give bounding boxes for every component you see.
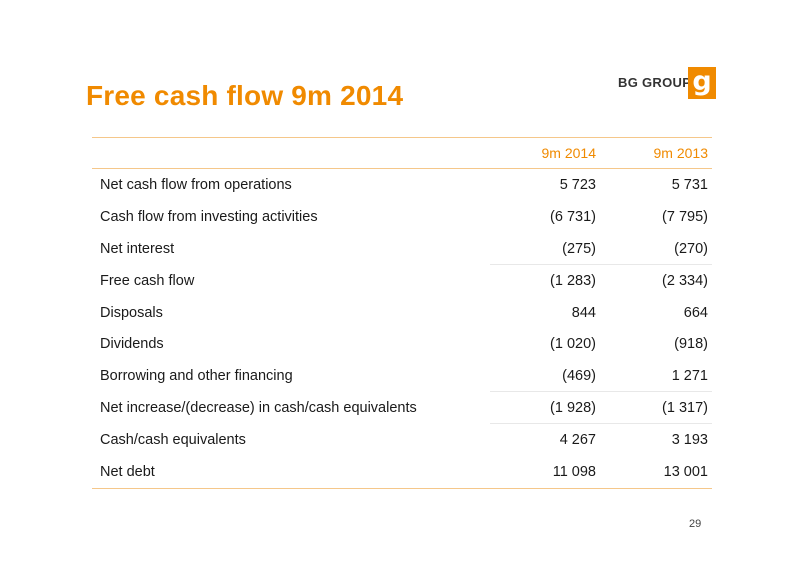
company-logo-text: BG GROUP	[618, 75, 692, 90]
table-row: Dividends (1 020) (918)	[92, 328, 712, 360]
row-label: Cash flow from investing activities	[100, 208, 318, 225]
value-2014: (6 731)	[550, 208, 596, 225]
company-logo-icon: g	[688, 67, 716, 99]
value-2014: (1 283)	[550, 272, 596, 289]
value-2013: 1 271	[671, 368, 708, 385]
value-2013: 5 731	[671, 176, 708, 193]
value-2013: (2 334)	[662, 272, 708, 289]
value-2014: 844	[571, 304, 596, 321]
slide-title: Free cash flow 9m 2014	[86, 80, 404, 111]
value-2014: (1 928)	[550, 400, 596, 417]
table-header-row: 9m 2014 9m 2013	[92, 138, 712, 169]
table-bottom-rule	[92, 487, 712, 489]
row-label: Free cash flow	[100, 272, 195, 289]
value-2013: 13 001	[663, 463, 708, 480]
row-label: Disposals	[100, 304, 163, 321]
value-2014: (469)	[562, 368, 596, 385]
page-number: 29	[689, 518, 702, 530]
row-label: Net interest	[100, 240, 175, 257]
value-2013: (270)	[674, 240, 708, 257]
table-row: Cash/cash equivalents 4 267 3 193	[92, 424, 712, 456]
row-label: Net increase/(decrease) in cash/cash equ…	[100, 400, 417, 417]
header-9m-2013: 9m 2013	[653, 145, 708, 161]
value-2014: 11 098	[552, 463, 596, 480]
table-row: Borrowing and other financing (469) 1 27…	[92, 360, 712, 393]
value-2014: 4 267	[559, 432, 596, 449]
value-2013: 3 193	[671, 432, 708, 449]
table-row: Net debt 11 098 13 001	[92, 456, 712, 488]
table-row: Net cash flow from operations 5 723 5 73…	[92, 169, 712, 201]
row-label: Net cash flow from operations	[100, 176, 292, 193]
value-2014: (275)	[562, 240, 596, 257]
value-2013: (918)	[674, 336, 708, 353]
table-row: Free cash flow (1 283) (2 334)	[92, 265, 712, 297]
table-row: Net interest (275) (270)	[92, 233, 712, 265]
value-2013: (7 795)	[662, 208, 708, 225]
value-2013: (1 317)	[662, 400, 708, 417]
row-label: Cash/cash equivalents	[100, 432, 246, 449]
table-row: Net increase/(decrease) in cash/cash equ…	[92, 392, 712, 425]
table-row: Cash flow from investing activities (6 7…	[92, 201, 712, 233]
row-label: Borrowing and other financing	[100, 368, 293, 385]
value-2014: (1 020)	[550, 336, 596, 353]
row-label: Dividends	[100, 336, 164, 353]
value-2013: 664	[683, 304, 708, 321]
table-row: Disposals 844 664	[92, 297, 712, 329]
cash-flow-table: 9m 2014 9m 2013 Net cash flow from opera…	[92, 137, 712, 489]
header-9m-2014: 9m 2014	[541, 145, 596, 161]
table-top-rule	[92, 137, 712, 138]
row-label: Net debt	[100, 463, 155, 480]
value-2014: 5 723	[559, 176, 596, 193]
